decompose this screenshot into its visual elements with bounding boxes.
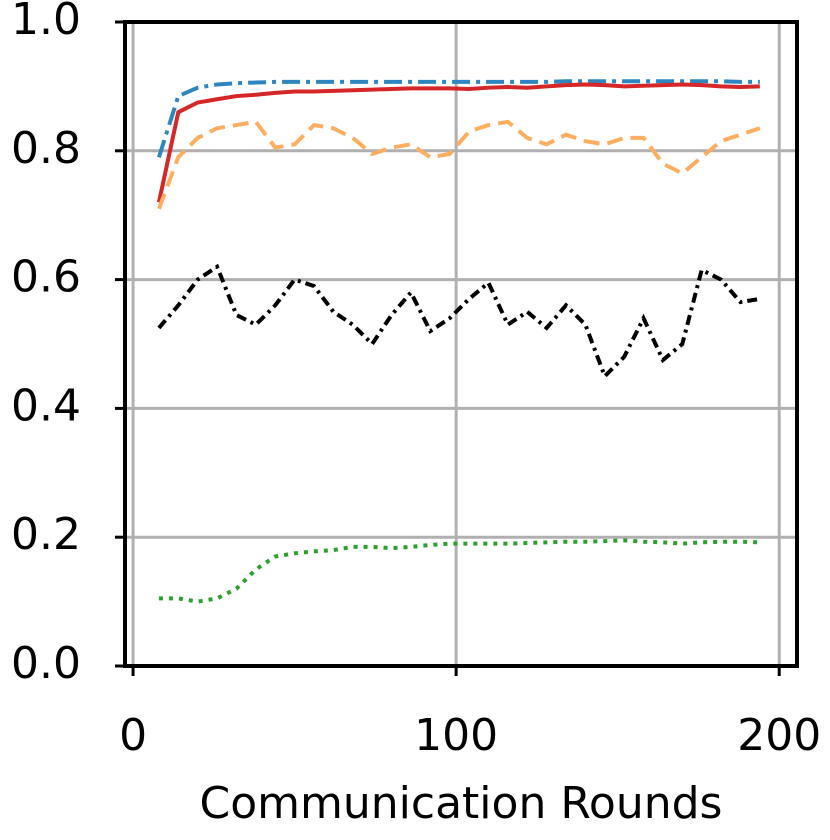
x-axis-label: Communication Rounds xyxy=(200,778,723,829)
line-series xyxy=(158,538,760,604)
line-series xyxy=(157,119,761,210)
line-series xyxy=(156,82,760,203)
y-tick-label: 0.4 xyxy=(11,380,81,431)
y-tick-label: 0.8 xyxy=(11,123,81,174)
x-tick-label: 0 xyxy=(119,710,147,761)
x-tick-label: 100 xyxy=(414,710,498,761)
line-series xyxy=(157,263,761,380)
line-series xyxy=(157,79,760,158)
plot-frame xyxy=(123,20,799,668)
y-tick-label: 0.0 xyxy=(11,638,81,689)
y-tick-label: 0.2 xyxy=(11,509,81,560)
y-tick-label: 0.6 xyxy=(11,252,81,303)
y-tick-label: 1.0 xyxy=(11,0,81,45)
x-tick-label: 200 xyxy=(737,710,821,761)
